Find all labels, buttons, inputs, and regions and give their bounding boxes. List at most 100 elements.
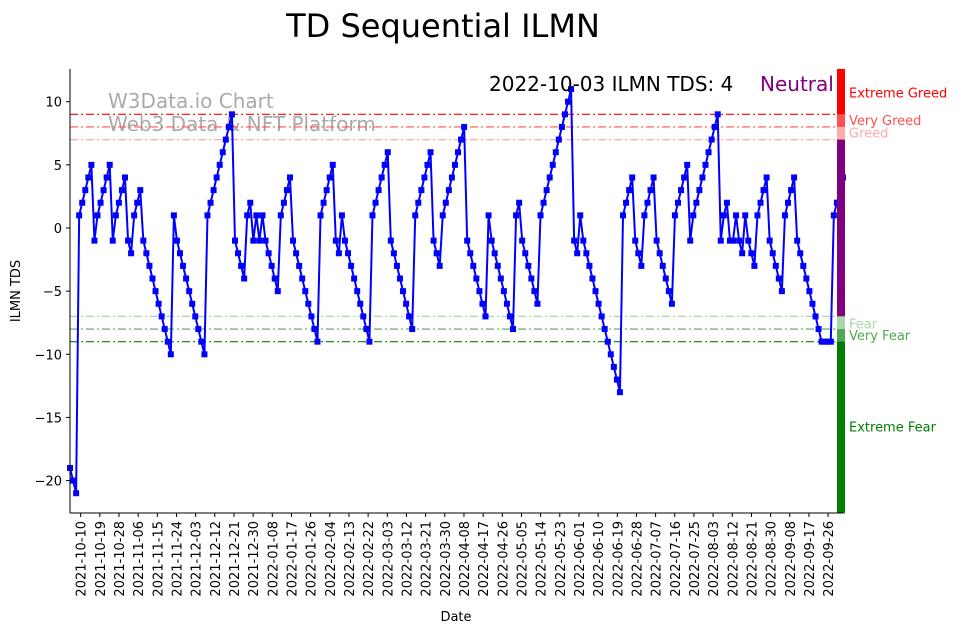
x-tick-label: 2021-12-12 — [209, 521, 224, 597]
data-point — [201, 351, 208, 358]
data-point — [451, 161, 458, 168]
data-point — [189, 300, 196, 307]
data-point — [247, 199, 254, 206]
data-point — [79, 199, 86, 206]
x-tick-label: 2021-10-19 — [94, 521, 109, 597]
data-point — [308, 313, 315, 320]
x-tick-label: 2022-02-04 — [324, 521, 339, 597]
data-point — [717, 237, 724, 244]
data-point — [430, 237, 437, 244]
data-point — [442, 199, 449, 206]
data-point — [326, 174, 333, 181]
x-tick-label: 2022-09-08 — [784, 521, 799, 597]
data-point — [448, 174, 455, 181]
data-point — [583, 250, 590, 257]
data-point — [671, 212, 678, 219]
data-point — [577, 212, 584, 219]
data-point — [418, 187, 425, 194]
data-point — [690, 212, 697, 219]
data-point — [314, 338, 321, 345]
x-tick-label: 2022-02-13 — [343, 521, 358, 597]
data-point — [650, 174, 657, 181]
data-point — [118, 187, 125, 194]
data-point — [519, 237, 526, 244]
data-point — [305, 300, 312, 307]
data-point — [662, 275, 669, 282]
data-point — [506, 313, 513, 320]
y-tick-label: 5 — [54, 159, 62, 174]
data-point — [235, 250, 242, 257]
data-point — [424, 161, 431, 168]
data-point — [739, 250, 746, 257]
data-point — [668, 300, 675, 307]
data-point — [665, 288, 672, 295]
data-point — [461, 123, 468, 130]
data-point — [616, 389, 623, 396]
zone-bar-segment — [837, 316, 845, 330]
data-point — [259, 212, 266, 219]
x-tick-label: 2021-10-28 — [113, 521, 128, 597]
x-tick-label: 2022-08-03 — [707, 521, 722, 597]
data-point — [360, 313, 367, 320]
data-point — [137, 187, 144, 194]
y-tick-label: −15 — [35, 411, 62, 426]
data-point — [467, 250, 474, 257]
data-point — [568, 86, 575, 93]
data-point — [607, 351, 614, 358]
x-tick-label: 2022-08-12 — [726, 521, 741, 597]
data-point — [522, 250, 529, 257]
zone-label: Greed — [849, 127, 888, 142]
x-tick-label: 2022-09-26 — [822, 521, 837, 597]
data-point — [525, 262, 532, 269]
data-point — [277, 212, 284, 219]
data-point — [299, 275, 306, 282]
data-point — [775, 275, 782, 282]
x-tick-label: 2022-01-26 — [305, 521, 320, 597]
data-point — [781, 212, 788, 219]
x-tick-label: 2022-05-05 — [515, 521, 530, 597]
data-point — [109, 237, 116, 244]
y-tick-label: 0 — [54, 222, 62, 237]
data-point — [806, 288, 813, 295]
x-tick-label: 2021-11-24 — [170, 521, 185, 597]
data-point — [638, 262, 645, 269]
data-point — [393, 262, 400, 269]
data-point — [736, 237, 743, 244]
data-point — [537, 212, 544, 219]
zone-label: Extreme Fear — [849, 421, 937, 436]
x-tick-label: 2022-08-30 — [765, 521, 780, 597]
data-point — [757, 199, 764, 206]
data-point — [574, 250, 581, 257]
x-tick-label: 2021-12-30 — [247, 521, 262, 597]
data-point — [335, 250, 342, 257]
data-point — [733, 212, 740, 219]
data-point — [225, 123, 232, 130]
data-point — [800, 262, 807, 269]
data-point — [164, 338, 171, 345]
data-point — [88, 161, 95, 168]
x-tick-label: 2022-06-19 — [611, 521, 626, 597]
data-point — [170, 212, 177, 219]
data-point — [82, 187, 89, 194]
data-point — [830, 212, 837, 219]
data-point — [485, 212, 492, 219]
data-point — [317, 212, 324, 219]
data-point — [161, 326, 168, 333]
data-point — [675, 199, 682, 206]
data-point — [458, 136, 465, 143]
data-point — [785, 199, 792, 206]
data-point — [659, 262, 666, 269]
data-point — [222, 136, 229, 143]
data-point — [262, 237, 269, 244]
data-point — [210, 187, 217, 194]
data-point — [778, 288, 785, 295]
y-tick-label: 10 — [45, 96, 62, 111]
data-point — [412, 212, 419, 219]
data-point — [231, 237, 238, 244]
data-point — [818, 338, 825, 345]
data-point — [565, 98, 572, 105]
data-point — [571, 237, 578, 244]
y-tick-label: −5 — [43, 285, 62, 300]
data-point — [290, 237, 297, 244]
